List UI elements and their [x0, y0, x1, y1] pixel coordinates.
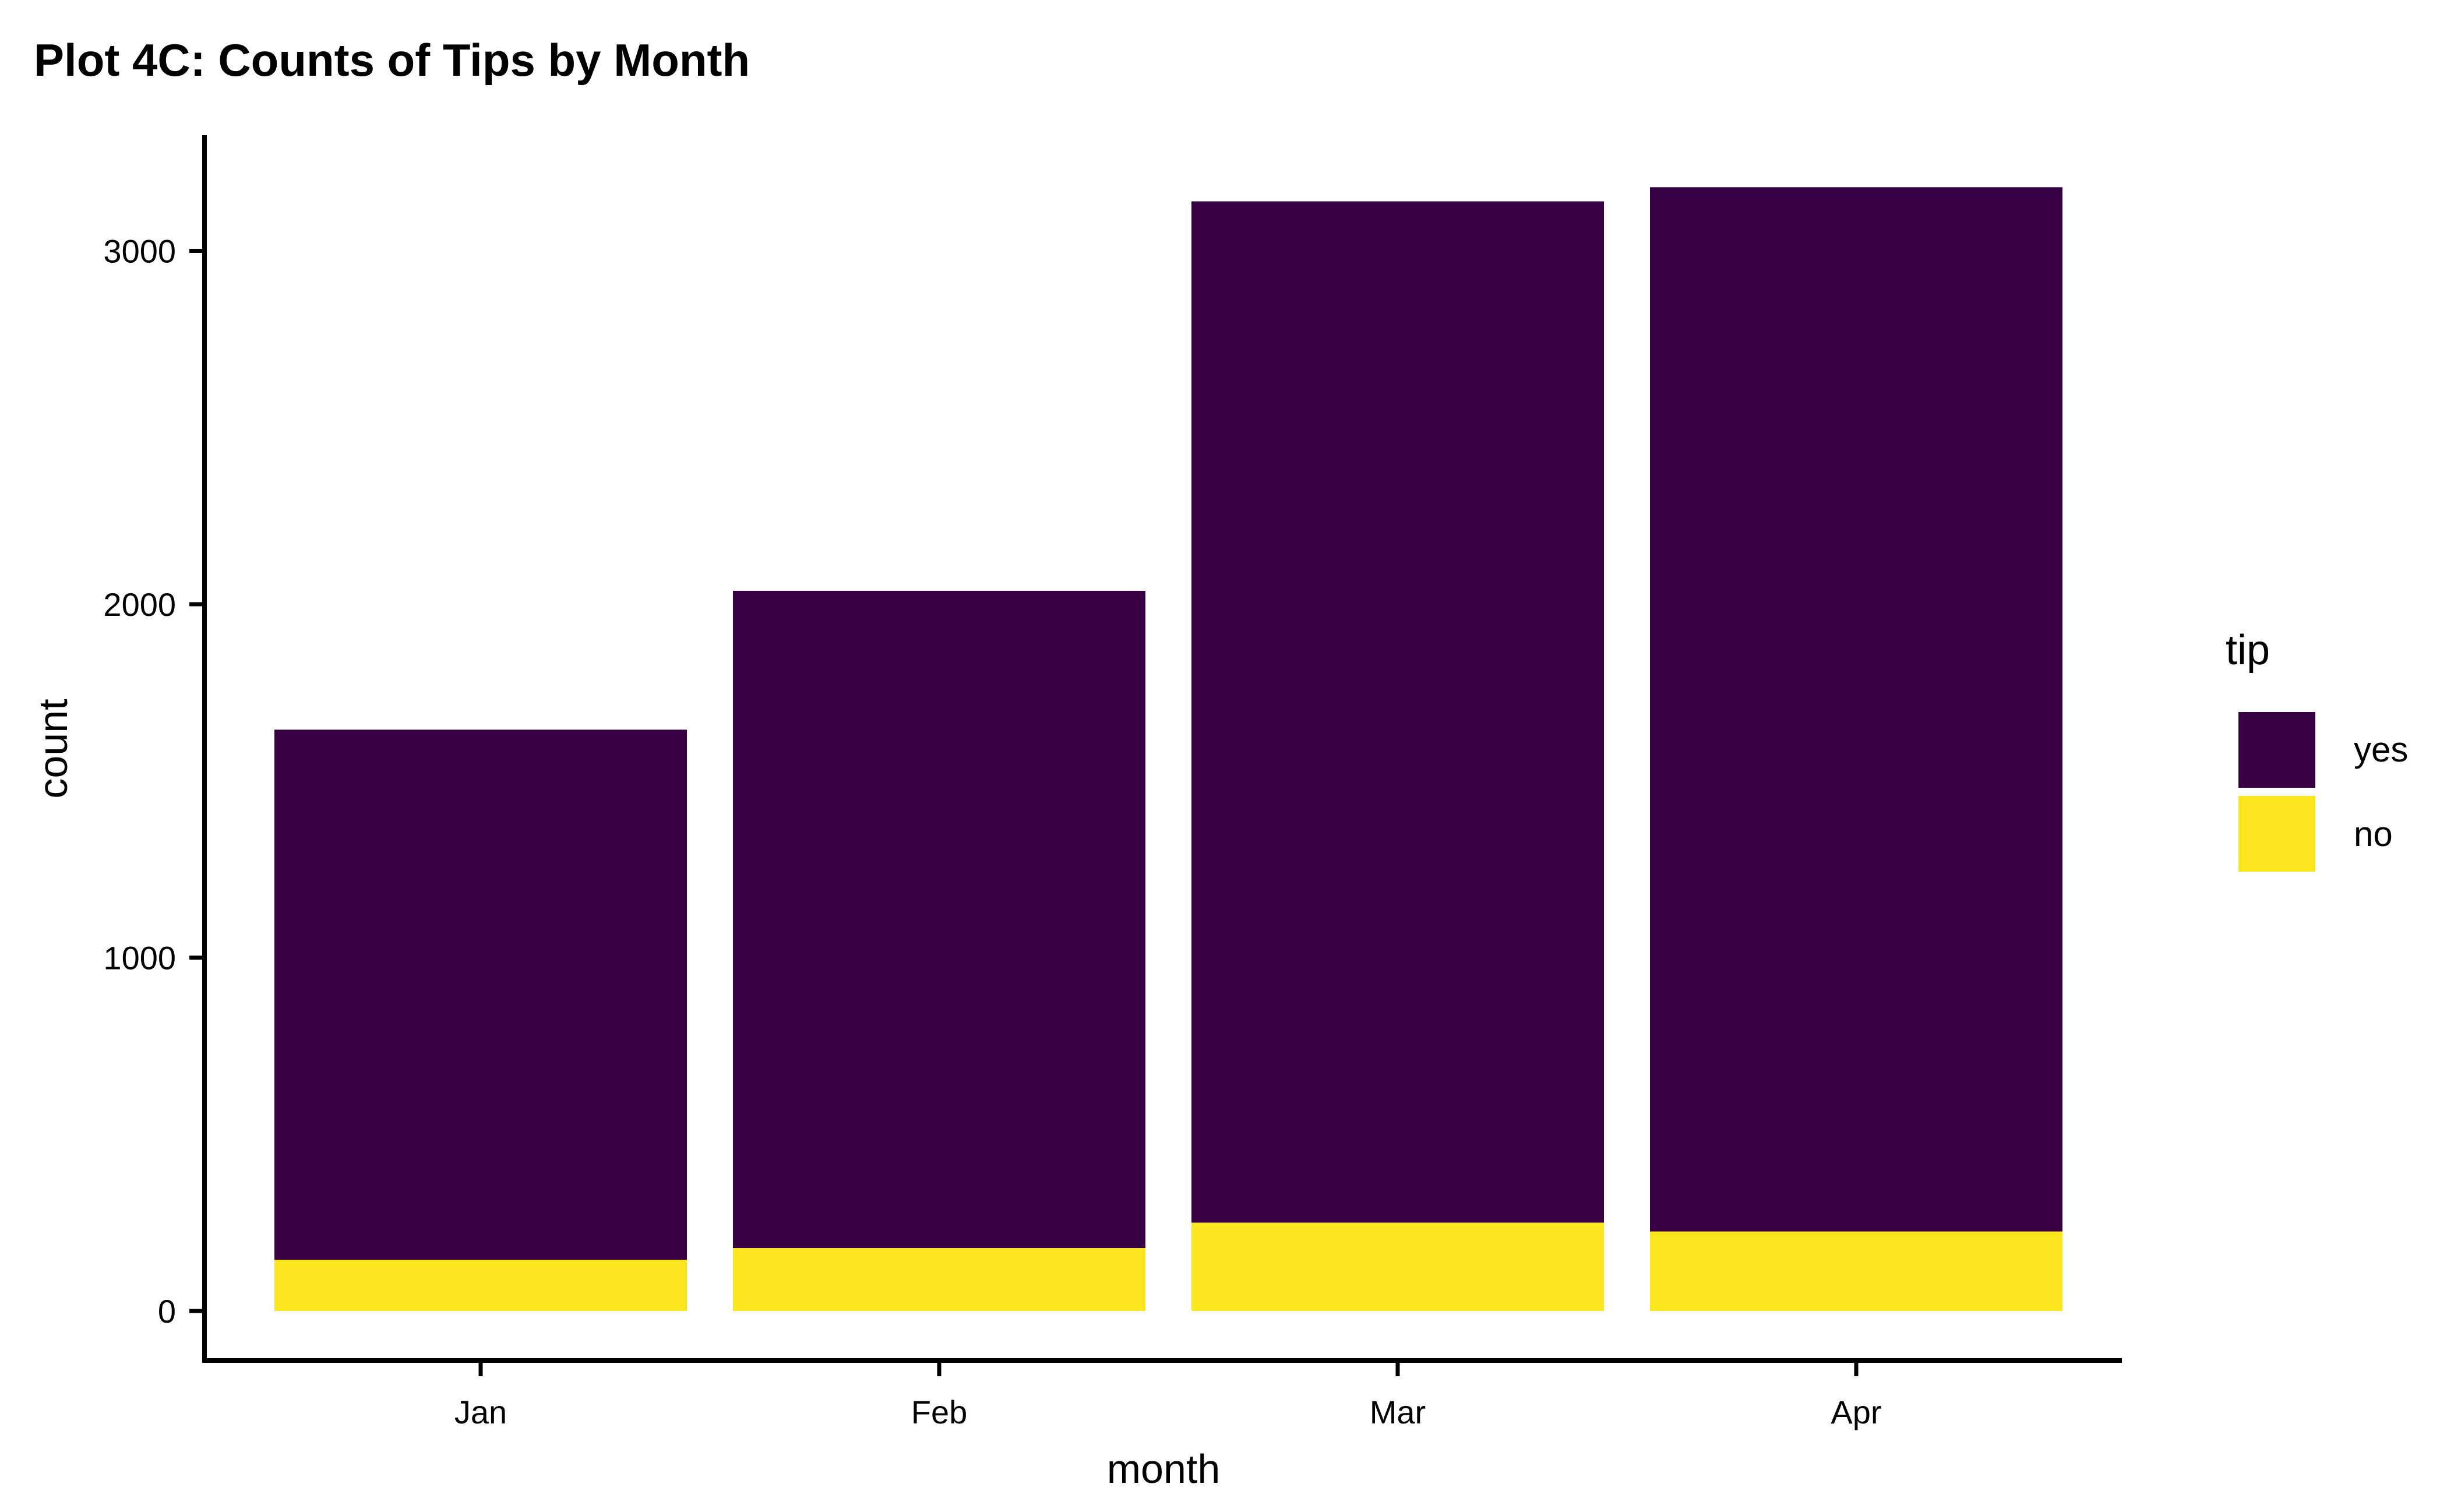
legend-key-no	[2238, 796, 2315, 872]
y-tick-label-3000: 3000	[103, 233, 176, 270]
bar-feb-no	[733, 1248, 1145, 1311]
x-tick-label-jan: Jan	[454, 1394, 507, 1430]
chart-title: Plot 4C: Counts of Tips by Month	[34, 34, 750, 86]
bar-jan-yes	[274, 729, 687, 1260]
y-tick-label-1000: 1000	[103, 940, 176, 977]
y-ticks: 0 1000 2000 3000	[103, 233, 204, 1330]
bar-apr-yes	[1650, 187, 2062, 1232]
legend: tip yes no	[2226, 627, 2408, 872]
x-axis-title: month	[1107, 1446, 1221, 1492]
bar-mar-yes	[1191, 201, 1604, 1223]
x-ticks: Jan Feb Mar Apr	[454, 1361, 1882, 1430]
bars-layer	[274, 187, 2062, 1311]
y-axis-title: count	[30, 699, 76, 798]
bar-jan-no	[274, 1260, 687, 1311]
legend-key-yes	[2238, 712, 2315, 788]
legend-label-yes: yes	[2354, 730, 2408, 769]
x-tick-label-mar: Mar	[1370, 1394, 1426, 1430]
x-tick-label-feb: Feb	[911, 1394, 968, 1430]
bar-mar-no	[1191, 1222, 1604, 1311]
x-tick-label-apr: Apr	[1831, 1394, 1881, 1430]
y-tick-label-0: 0	[158, 1293, 176, 1330]
bar-apr-no	[1650, 1231, 2062, 1311]
bar-feb-yes	[733, 590, 1145, 1249]
legend-label-no: no	[2354, 815, 2393, 854]
legend-title: tip	[2226, 627, 2270, 674]
y-tick-label-2000: 2000	[103, 586, 176, 623]
